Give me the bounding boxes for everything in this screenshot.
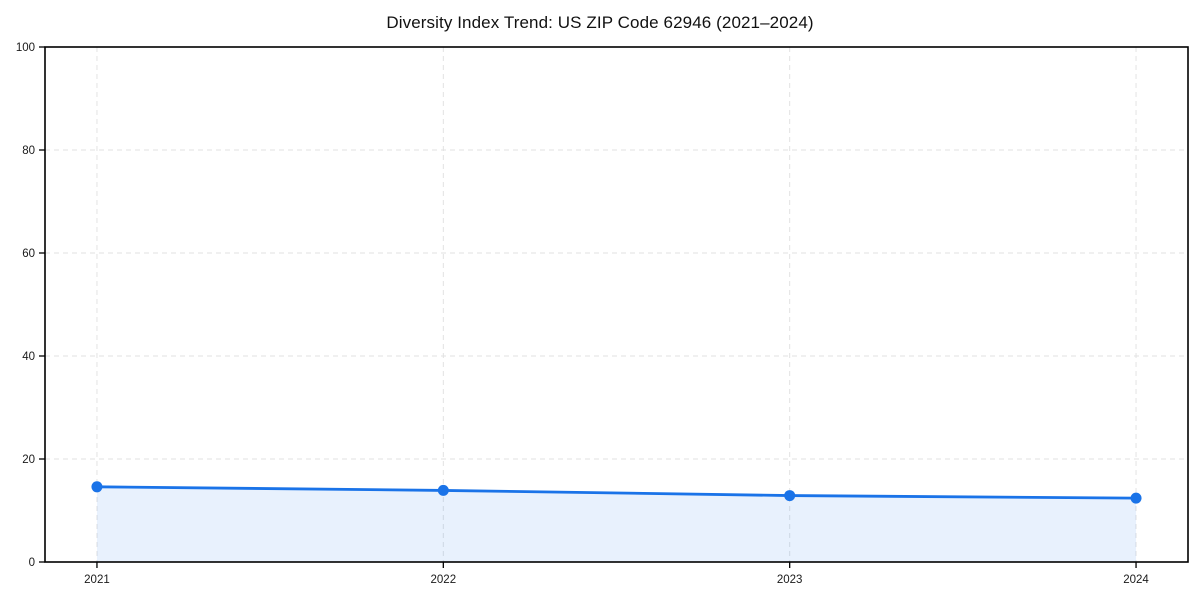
- y-tick-label: 40: [22, 351, 35, 363]
- x-tick-label: 2024: [1123, 574, 1149, 586]
- y-tick-label: 80: [22, 145, 35, 157]
- x-tick-label: 2022: [431, 574, 457, 586]
- data-point-marker-2024: [1130, 492, 1142, 504]
- x-tick-label: 2021: [84, 574, 110, 586]
- y-tick-label: 60: [22, 248, 35, 260]
- data-point-marker-2022: [437, 484, 449, 496]
- y-tick-label: 20: [22, 454, 35, 466]
- x-tick-label: 2023: [777, 574, 803, 586]
- chart-title: Diversity Index Trend: US ZIP Code 62946…: [386, 13, 814, 32]
- plot-border: [44, 46, 1189, 563]
- y-tick-label: 100: [16, 42, 35, 54]
- y-tick-label: 0: [29, 557, 35, 569]
- data-point-marker-2021: [91, 481, 103, 493]
- trend-line: [95, 485, 1138, 500]
- area-fill: [96, 486, 1137, 562]
- data-point-marker-2023: [784, 490, 796, 502]
